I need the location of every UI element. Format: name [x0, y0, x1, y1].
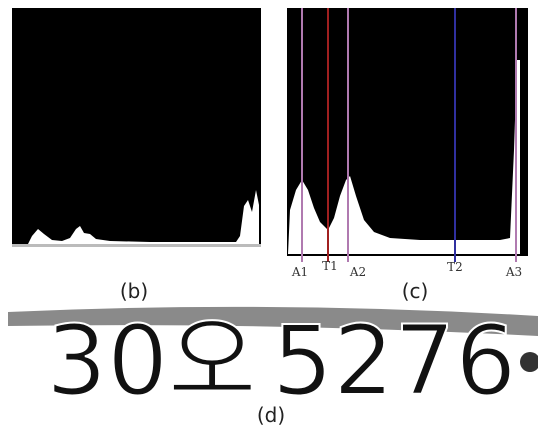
histogram-b — [12, 8, 261, 247]
histogram-baseline — [12, 244, 261, 247]
plate-edge — [8, 306, 538, 336]
marker-label: T2 — [447, 260, 463, 274]
marker-label: A2 — [349, 265, 366, 279]
marker-label: A3 — [505, 265, 522, 279]
histogram-background — [12, 8, 261, 246]
plate-bolt — [520, 352, 538, 372]
histogram-c — [287, 8, 528, 262]
marker-label: T1 — [322, 259, 338, 273]
caption: (d) — [257, 403, 285, 427]
plate-image: 30오 5276 — [8, 304, 538, 418]
marker-label: A1 — [291, 265, 308, 279]
histogram-shape — [288, 60, 520, 254]
histogram-background — [287, 8, 528, 256]
caption: (b) — [120, 279, 148, 303]
caption: (c) — [402, 279, 429, 303]
plate-text: 5276 — [272, 305, 516, 417]
plate-text: 30오 — [46, 305, 256, 417]
